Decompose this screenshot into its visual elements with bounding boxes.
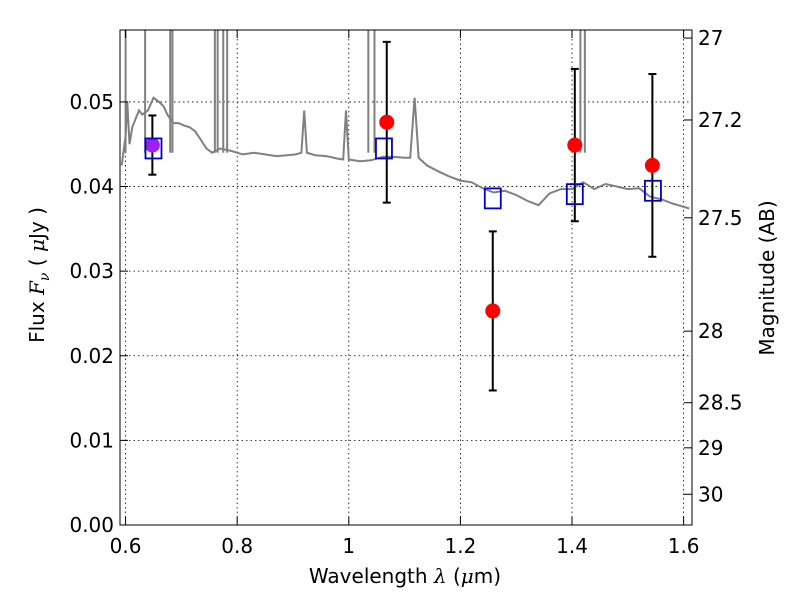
model-band-marker bbox=[375, 137, 393, 160]
observed-point bbox=[485, 303, 501, 319]
x-tick-label: 1.2 bbox=[445, 534, 477, 558]
x-tick-label: 1 bbox=[342, 534, 355, 558]
y2-tick-label: 27.2 bbox=[698, 108, 743, 132]
y-tick-label: 0.00 bbox=[69, 513, 114, 537]
x-tick-label: 0.6 bbox=[110, 534, 142, 558]
y-axis-label-unit-open: ( bbox=[25, 252, 49, 273]
y2-tick-label: 28 bbox=[698, 319, 723, 343]
x-axis-label: Wavelength λ (μm) bbox=[309, 564, 501, 588]
y-tick-label: 0.01 bbox=[69, 428, 114, 452]
axis-ticks: 0.6 0.8 1 1.2 1.4 1.6 0.00 0.01 0.02 0.03 0.04 0.05… bbox=[69, 26, 742, 558]
model-spectrum-line bbox=[120, 96, 690, 210]
model-band-markers bbox=[144, 137, 662, 210]
plot-frame bbox=[119, 29, 693, 526]
model-band-marker bbox=[144, 137, 163, 160]
y2-tick-label: 27 bbox=[698, 26, 723, 50]
x-axis-label-unit-close: m) bbox=[474, 564, 501, 588]
model-band-marker bbox=[644, 179, 662, 202]
model-band-marker bbox=[565, 183, 584, 206]
grid bbox=[120, 30, 692, 526]
y-axis-label: Flux Fν ( μJy ) bbox=[25, 207, 53, 343]
y2-tick-label: 27.5 bbox=[698, 206, 743, 230]
y-axis-label-unit-close: Jy ) bbox=[25, 207, 49, 241]
y-tick-label: 0.02 bbox=[69, 344, 114, 368]
y-axis-label-mu: μ bbox=[25, 239, 49, 252]
x-axis-label-text: Wavelength bbox=[309, 564, 434, 588]
y-tick-label: 0.03 bbox=[69, 259, 114, 283]
y-tick-label: 0.04 bbox=[69, 175, 114, 199]
x-tick-label: 1.6 bbox=[668, 534, 700, 558]
observed-point bbox=[379, 114, 395, 130]
y-axis-label-symbol: F bbox=[25, 280, 49, 296]
observed-point bbox=[644, 157, 660, 173]
x-axis-label-unit-open: ( bbox=[447, 564, 461, 588]
y2-tick-label: 29 bbox=[698, 436, 723, 460]
observed-point bbox=[144, 137, 160, 153]
x-axis-label-lambda: λ bbox=[433, 564, 447, 588]
y2-tick-label: 28.5 bbox=[698, 391, 743, 415]
y-axis-label-subscript: ν bbox=[37, 272, 53, 281]
x-tick-label: 0.8 bbox=[221, 534, 253, 558]
model-band-marker bbox=[483, 187, 502, 210]
model-spectrum bbox=[120, 30, 690, 210]
y2-tick-label: 30 bbox=[698, 482, 723, 506]
observed-point bbox=[567, 137, 583, 153]
y-tick-label: 0.05 bbox=[69, 90, 114, 114]
x-axis-label-mu: μ bbox=[461, 564, 474, 588]
observed-points bbox=[144, 114, 660, 319]
y-axis-label-text: Flux bbox=[25, 295, 49, 343]
y2-axis-label: Magnitude (AB) bbox=[755, 200, 779, 355]
x-tick-label: 1.4 bbox=[556, 534, 588, 558]
